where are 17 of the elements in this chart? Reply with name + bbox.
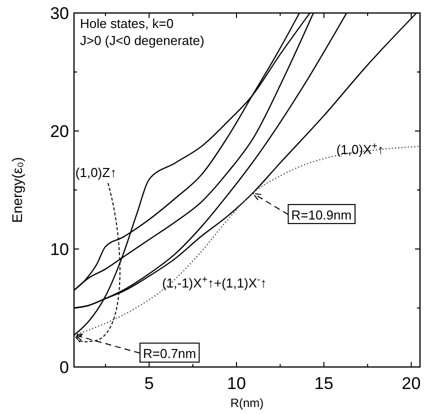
annotation: R=10.9nm — [291, 208, 352, 223]
y-tick-label: 30 — [50, 4, 69, 23]
x-tick-label: 20 — [402, 374, 421, 393]
y-tick-label: 0 — [60, 358, 69, 377]
y-tick-label: 10 — [50, 240, 69, 259]
y-tick-label: 20 — [50, 122, 69, 141]
y-axis-title: Energy(ε₀) — [9, 157, 25, 223]
x-tick-label: 5 — [144, 374, 154, 393]
annotation: (1,0)X$^{+}$↑ — [336, 140, 384, 157]
annotation: Hole states, k=0 — [80, 16, 174, 31]
x-axis-title: R(nm) — [230, 396, 264, 410]
annotation: (1,-1)X$^{+}$↑+(1,1)X$^{-}$↑ — [162, 274, 267, 291]
annotation: (1,0)Z↑ — [75, 165, 117, 180]
annotation: R=0.7nm — [143, 346, 196, 362]
x-tick-label: 15 — [314, 374, 334, 393]
x-tick-label: 10 — [227, 374, 246, 393]
annotation: J>0 (J<0 degenerate) — [80, 33, 204, 48]
